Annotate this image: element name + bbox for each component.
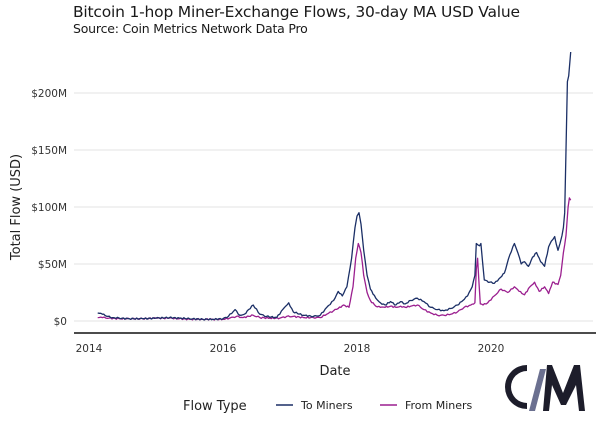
legend-label-to-miners: To Miners [300, 399, 353, 412]
x-axis-ticks: 2014 2016 2018 2020 [76, 343, 505, 355]
y-axis-title: Total Flow (USD) [9, 154, 24, 261]
chart-title: Bitcoin 1-hop Miner-Exchange Flows, 30-d… [73, 3, 520, 21]
legend-title: Flow Type [183, 399, 247, 414]
x-tick-label: 2020 [478, 343, 505, 355]
series-line-from-miners [97, 197, 572, 321]
y-tick-label: $50M [38, 259, 67, 271]
y-axis-ticks: $0 $50M $100M $150M $200M [31, 88, 67, 328]
chart-subtitle: Source: Coin Metrics Network Data Pro [73, 21, 308, 36]
legend-label-from-miners: From Miners [405, 399, 473, 412]
series-lines [97, 51, 572, 321]
y-tick-label: $150M [31, 145, 67, 157]
cm-logo-icon [505, 365, 585, 411]
series-line-to-miners [97, 51, 572, 321]
y-tick-label: $100M [31, 202, 67, 214]
x-axis-title: Date [319, 364, 350, 379]
x-tick-label: 2018 [344, 343, 371, 355]
legend: Flow Type To Miners From Miners [183, 399, 473, 414]
x-tick-label: 2014 [76, 343, 103, 355]
y-tick-label: $200M [31, 88, 67, 100]
x-tick-label: 2016 [210, 343, 237, 355]
y-tick-label: $0 [54, 316, 67, 328]
